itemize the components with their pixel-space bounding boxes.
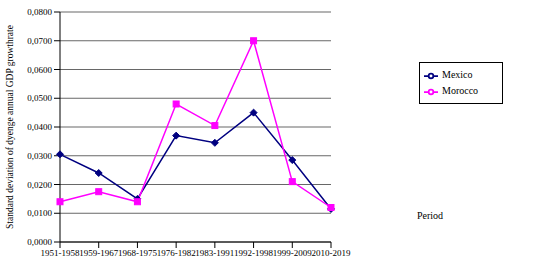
svg-text:0,0700: 0,0700 xyxy=(27,36,52,46)
svg-text:1976-1982: 1976-1982 xyxy=(157,248,196,258)
svg-text:1983-1991: 1983-1991 xyxy=(195,248,234,258)
svg-text:0,0500: 0,0500 xyxy=(27,93,52,103)
svg-text:0,0100: 0,0100 xyxy=(27,208,52,218)
svg-text:0,0300: 0,0300 xyxy=(27,151,52,161)
svg-text:1992-1998: 1992-1998 xyxy=(234,248,273,258)
svg-text:1951-1958: 1951-1958 xyxy=(41,248,80,258)
svg-text:1968-1975: 1968-1975 xyxy=(118,248,157,258)
html-text:Period: Period xyxy=(417,210,444,221)
svg-text:0,0000: 0,0000 xyxy=(27,237,52,247)
svg-text:0,0400: 0,0400 xyxy=(27,122,52,132)
svg-text:2010-2019: 2010-2019 xyxy=(312,248,351,258)
svg-text:0,0600: 0,0600 xyxy=(27,65,52,75)
html-text:Mexico: Mexico xyxy=(442,69,473,80)
html-text:Morocco: Morocco xyxy=(442,85,479,96)
svg-text:1959-1967: 1959-1967 xyxy=(79,248,118,258)
svg-text:0,0200: 0,0200 xyxy=(27,180,52,190)
svg-text:1999-2009: 1999-2009 xyxy=(273,248,312,258)
svg-text:0,0800: 0,0800 xyxy=(27,7,52,17)
svg-text:Standard deviation of dyenge a: Standard deviation of dyenge annual GDP … xyxy=(8,25,15,229)
